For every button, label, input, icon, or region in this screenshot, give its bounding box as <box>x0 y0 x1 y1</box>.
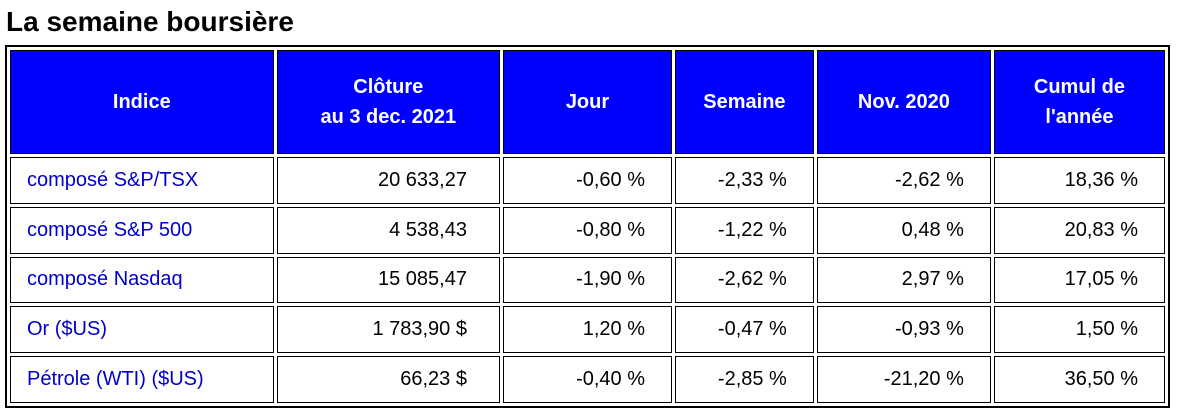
table-row: Or ($US) 1 783,90 $ 1,20 % -0,47 % -0,93… <box>10 306 1165 354</box>
table-row: Pétrole (WTI) ($US) 66,23 $ -0,40 % -2,8… <box>10 356 1165 403</box>
index-name-cell: composé Nasdaq <box>10 256 274 304</box>
header-month: Nov. 2020 <box>816 50 991 154</box>
month-change-cell: -21,20 % <box>816 356 991 403</box>
table-row: composé S&P/TSX 20 633,27 -0,60 % -2,33 … <box>10 157 1165 204</box>
header-month-label: Nov. 2020 <box>857 91 950 113</box>
index-name-cell: composé S&P 500 <box>10 206 274 254</box>
ytd-change-cell: 17,05 % <box>993 256 1165 304</box>
close-cell: 1 783,90 $ <box>276 306 500 354</box>
header-jour: Jour <box>502 50 672 154</box>
index-name-cell: composé S&P/TSX <box>10 157 274 204</box>
header-ytd-line2: l'année <box>1045 106 1114 128</box>
index-name-cell: Pétrole (WTI) ($US) <box>10 356 274 403</box>
close-cell: 20 633,27 <box>276 157 500 204</box>
header-indice-label: Indice <box>112 91 171 113</box>
month-change-cell: -2,62 % <box>816 157 991 204</box>
ytd-change-cell: 18,36 % <box>993 157 1165 204</box>
month-change-cell: 2,97 % <box>816 256 991 304</box>
day-change-cell: -1,90 % <box>502 256 672 304</box>
day-change-cell: -0,80 % <box>502 206 672 254</box>
market-table: Indice Clôture au 3 dec. 2021 Jour Semai… <box>5 45 1170 408</box>
table-row: composé Nasdaq 15 085,47 -1,90 % -2,62 %… <box>10 256 1165 304</box>
table-row: composé S&P 500 4 538,43 -0,80 % -1,22 %… <box>10 206 1165 254</box>
header-cloture-line1: Clôture <box>353 76 424 98</box>
month-change-cell: 0,48 % <box>816 206 991 254</box>
header-ytd: Cumul de l'année <box>993 50 1165 154</box>
close-cell: 66,23 $ <box>276 356 500 403</box>
month-change-cell: -0,93 % <box>816 306 991 354</box>
week-change-cell: -2,62 % <box>675 256 814 304</box>
day-change-cell: 1,20 % <box>502 306 672 354</box>
header-jour-label: Jour <box>565 91 610 113</box>
table-header-row: Indice Clôture au 3 dec. 2021 Jour Semai… <box>10 50 1165 154</box>
header-cloture-line2: au 3 dec. 2021 <box>320 106 457 128</box>
header-semaine-label: Semaine <box>703 91 786 113</box>
header-indice: Indice <box>10 50 274 154</box>
week-change-cell: -2,33 % <box>675 157 814 204</box>
ytd-change-cell: 20,83 % <box>993 206 1165 254</box>
close-cell: 4 538,43 <box>276 206 500 254</box>
header-cloture: Clôture au 3 dec. 2021 <box>276 50 500 154</box>
week-change-cell: -1,22 % <box>675 206 814 254</box>
header-ytd-line1: Cumul de <box>1033 76 1126 98</box>
page-title: La semaine boursière <box>6 6 294 37</box>
day-change-cell: -0,40 % <box>502 356 672 403</box>
week-change-cell: -2,85 % <box>675 356 814 403</box>
week-change-cell: -0,47 % <box>675 306 814 354</box>
header-semaine: Semaine <box>675 50 814 154</box>
close-cell: 15 085,47 <box>276 256 500 304</box>
ytd-change-cell: 1,50 % <box>993 306 1165 354</box>
ytd-change-cell: 36,50 % <box>993 356 1165 403</box>
index-name-cell: Or ($US) <box>10 306 274 354</box>
day-change-cell: -0,60 % <box>502 157 672 204</box>
